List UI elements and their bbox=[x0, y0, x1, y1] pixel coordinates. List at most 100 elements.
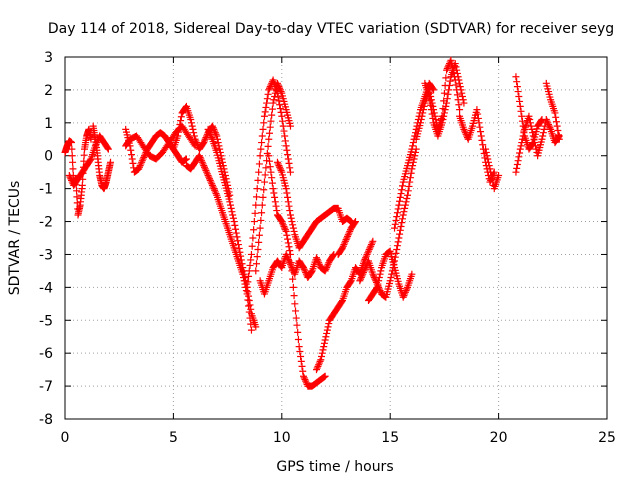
data-point bbox=[396, 197, 404, 205]
data-point bbox=[265, 86, 273, 94]
data-point bbox=[279, 117, 287, 125]
data-point bbox=[485, 162, 493, 170]
data-point bbox=[476, 123, 484, 131]
data-point bbox=[554, 126, 562, 134]
data-point bbox=[189, 125, 197, 133]
data-point bbox=[284, 239, 292, 247]
data-point bbox=[205, 127, 213, 135]
data-point bbox=[264, 142, 272, 150]
data-point bbox=[478, 136, 486, 144]
data-point bbox=[301, 267, 309, 275]
data-point bbox=[289, 224, 297, 232]
data-point bbox=[456, 83, 464, 91]
data-point bbox=[552, 118, 560, 126]
data-point bbox=[200, 137, 208, 145]
data-point bbox=[299, 367, 307, 375]
data-point bbox=[280, 222, 288, 230]
data-point bbox=[208, 181, 216, 189]
data-point bbox=[357, 275, 365, 283]
data-point bbox=[446, 58, 454, 66]
data-point bbox=[474, 114, 482, 122]
data-point bbox=[265, 152, 273, 160]
data-point bbox=[247, 250, 255, 258]
data-point bbox=[289, 275, 297, 283]
data-point bbox=[393, 213, 401, 221]
data-point bbox=[231, 221, 239, 229]
data-point bbox=[538, 116, 546, 124]
data-point bbox=[274, 160, 282, 168]
data-point bbox=[408, 145, 416, 153]
data-point bbox=[443, 65, 451, 73]
data-point bbox=[393, 246, 401, 254]
data-point bbox=[397, 190, 405, 198]
data-point bbox=[273, 207, 281, 215]
data-point bbox=[232, 229, 240, 237]
data-point bbox=[284, 235, 292, 243]
data-point bbox=[73, 193, 81, 201]
data-point bbox=[295, 343, 303, 351]
data-point bbox=[247, 305, 255, 313]
data-point bbox=[203, 170, 211, 178]
data-point bbox=[86, 156, 94, 164]
data-point bbox=[386, 277, 394, 285]
data-point bbox=[357, 273, 365, 281]
data-point bbox=[279, 221, 287, 229]
data-point bbox=[394, 238, 402, 246]
data-point bbox=[377, 267, 385, 275]
data-point bbox=[358, 272, 366, 280]
data-point bbox=[206, 130, 214, 138]
data-point bbox=[539, 132, 547, 140]
data-point bbox=[400, 292, 408, 300]
x-tick-label: 0 bbox=[61, 430, 70, 446]
data-point bbox=[136, 162, 144, 170]
data-point bbox=[351, 219, 359, 227]
data-point bbox=[484, 155, 492, 163]
data-point bbox=[201, 135, 209, 143]
data-point bbox=[287, 214, 295, 222]
x-tick-label: 20 bbox=[490, 430, 508, 446]
data-point bbox=[257, 216, 265, 224]
data-point bbox=[401, 288, 409, 296]
data-point bbox=[208, 134, 216, 142]
data-point bbox=[68, 139, 76, 147]
data-point bbox=[237, 256, 245, 264]
data-point bbox=[268, 174, 276, 182]
data-point bbox=[288, 267, 296, 275]
data-point bbox=[278, 218, 286, 226]
data-point bbox=[263, 99, 271, 107]
data-point bbox=[259, 125, 267, 133]
data-point bbox=[292, 314, 300, 322]
data-point bbox=[483, 152, 491, 160]
data-point bbox=[312, 254, 320, 262]
data-point bbox=[80, 151, 88, 159]
data-point bbox=[294, 335, 302, 343]
data-point bbox=[446, 77, 454, 85]
data-point bbox=[361, 265, 369, 273]
data-point bbox=[286, 250, 294, 258]
data-point bbox=[487, 171, 495, 179]
data-point bbox=[359, 269, 367, 277]
data-point bbox=[313, 255, 321, 263]
data-point bbox=[318, 352, 326, 360]
series-trace bbox=[365, 247, 416, 305]
data-point bbox=[323, 326, 331, 334]
data-point bbox=[135, 165, 143, 173]
data-point bbox=[477, 132, 485, 140]
data-point bbox=[234, 241, 242, 249]
data-point bbox=[513, 78, 521, 86]
data-point bbox=[339, 242, 347, 250]
data-point bbox=[129, 159, 137, 167]
data-point bbox=[104, 144, 112, 152]
data-point bbox=[190, 129, 198, 137]
data-point bbox=[519, 122, 527, 130]
series-trace bbox=[252, 79, 294, 275]
data-point bbox=[228, 208, 236, 216]
data-point bbox=[346, 227, 354, 235]
data-point bbox=[188, 122, 196, 130]
x-tick-label: 5 bbox=[169, 430, 178, 446]
data-point bbox=[515, 153, 523, 161]
data-point bbox=[250, 226, 258, 234]
data-point bbox=[315, 359, 323, 367]
data-point bbox=[339, 244, 347, 252]
